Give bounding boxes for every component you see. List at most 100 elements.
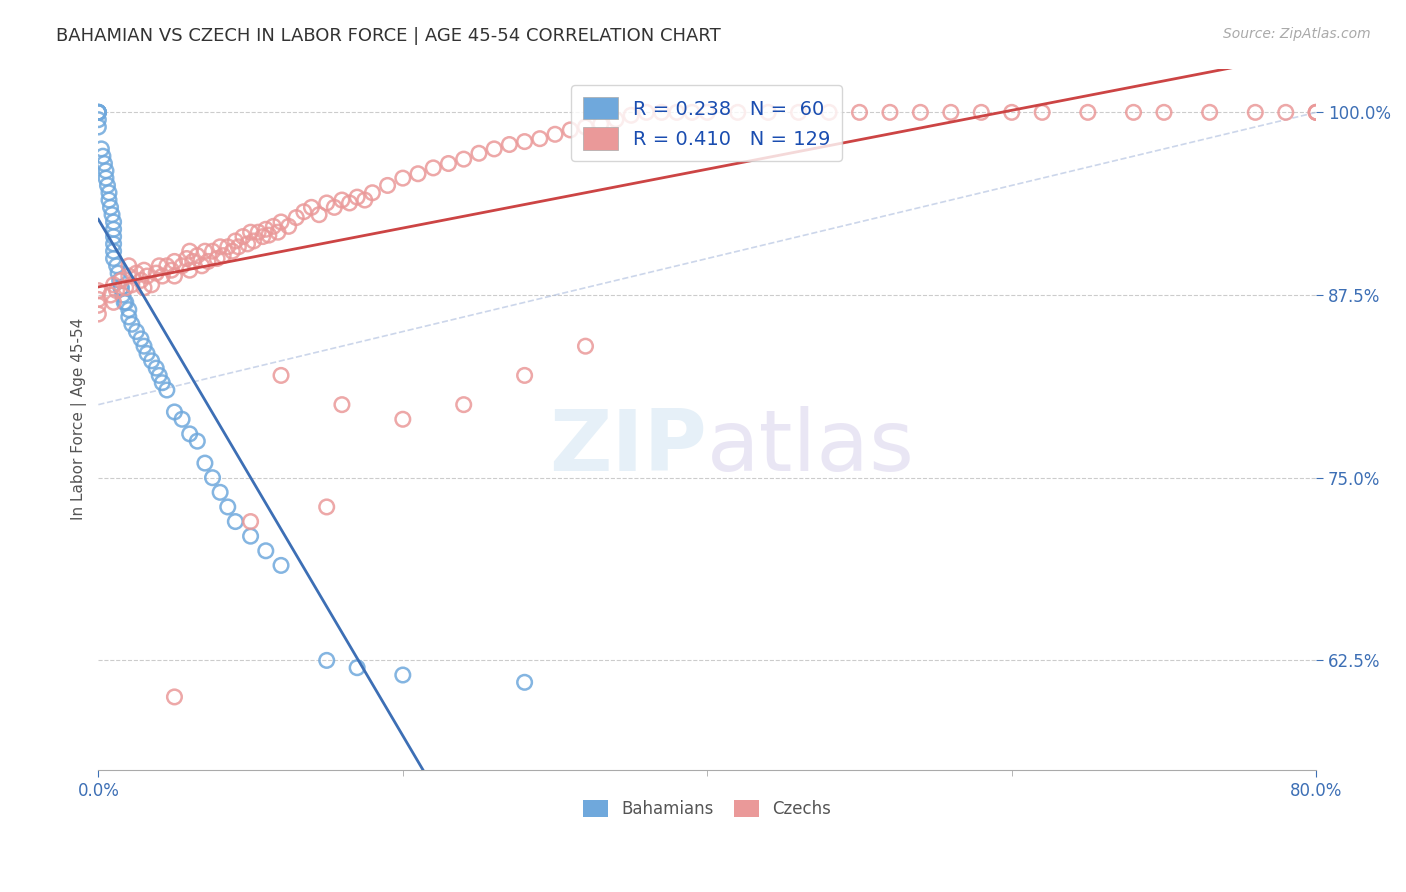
Point <box>87 284 110 298</box>
Y-axis label: In Labor Force | Age 45-54: In Labor Force | Age 45-54 <box>72 318 87 520</box>
Point <box>254 543 277 558</box>
Point <box>270 215 292 229</box>
Point <box>110 273 132 287</box>
Point <box>353 193 375 207</box>
Point <box>125 325 148 339</box>
Point <box>87 307 110 321</box>
Point <box>315 500 337 514</box>
Point <box>262 219 284 234</box>
Point <box>346 661 368 675</box>
Point <box>186 434 208 449</box>
Point <box>90 142 112 156</box>
Point <box>513 368 536 383</box>
Point <box>620 108 643 122</box>
Point <box>150 268 173 283</box>
Point <box>239 529 262 543</box>
Point <box>339 196 361 211</box>
Point <box>406 167 429 181</box>
Point <box>107 266 129 280</box>
Point <box>236 236 259 251</box>
Point <box>277 219 299 234</box>
Point <box>330 193 353 207</box>
Point <box>103 222 125 236</box>
Point <box>186 249 208 263</box>
Point <box>141 353 163 368</box>
Point <box>132 263 155 277</box>
Point <box>323 200 346 214</box>
Point <box>132 281 155 295</box>
Point <box>87 120 110 134</box>
Point <box>94 164 117 178</box>
Point <box>574 339 596 353</box>
Point <box>651 105 673 120</box>
Text: atlas: atlas <box>707 406 915 489</box>
Point <box>221 244 243 259</box>
Point <box>191 259 214 273</box>
Point <box>217 240 239 254</box>
Point <box>87 298 110 312</box>
Point <box>574 120 596 134</box>
Point <box>176 252 198 266</box>
Point <box>391 412 413 426</box>
Point <box>970 105 993 120</box>
Point <box>285 211 308 225</box>
Point <box>1305 105 1327 120</box>
Point <box>270 558 292 573</box>
Point <box>453 152 475 166</box>
Point <box>217 500 239 514</box>
Point <box>681 105 703 120</box>
Point <box>453 398 475 412</box>
Point <box>330 398 353 412</box>
Point <box>212 249 235 263</box>
Point <box>136 346 159 360</box>
Point <box>100 200 122 214</box>
Point <box>87 105 110 120</box>
Point <box>257 228 280 243</box>
Point <box>103 252 125 266</box>
Point <box>939 105 962 120</box>
Point <box>101 208 124 222</box>
Point <box>103 215 125 229</box>
Point <box>209 485 232 500</box>
Point <box>1244 105 1267 120</box>
Point <box>160 263 183 277</box>
Text: BAHAMIAN VS CZECH IN LABOR FORCE | AGE 45-54 CORRELATION CHART: BAHAMIAN VS CZECH IN LABOR FORCE | AGE 4… <box>56 27 721 45</box>
Point <box>94 171 117 186</box>
Point <box>1153 105 1175 120</box>
Point <box>105 284 128 298</box>
Point <box>156 259 179 273</box>
Point <box>247 225 270 239</box>
Point <box>391 668 413 682</box>
Point <box>1274 105 1296 120</box>
Point <box>787 105 810 120</box>
Point <box>110 281 132 295</box>
Point <box>118 268 141 283</box>
Point <box>163 690 186 704</box>
Point <box>141 277 163 292</box>
Point <box>301 200 323 214</box>
Text: Source: ZipAtlas.com: Source: ZipAtlas.com <box>1223 27 1371 41</box>
Point <box>145 266 167 280</box>
Legend: Bahamians, Czechs: Bahamians, Czechs <box>576 793 838 825</box>
Point <box>136 268 159 283</box>
Point <box>118 310 141 324</box>
Point <box>605 112 627 127</box>
Point <box>197 254 219 268</box>
Point <box>118 259 141 273</box>
Point <box>422 161 444 175</box>
Point <box>163 268 186 283</box>
Point <box>292 204 315 219</box>
Point <box>665 105 688 120</box>
Point <box>228 240 250 254</box>
Point <box>93 156 115 170</box>
Point <box>145 361 167 376</box>
Point <box>589 117 612 131</box>
Point <box>125 266 148 280</box>
Point <box>636 105 658 120</box>
Point <box>529 131 551 145</box>
Point <box>118 302 141 317</box>
Point <box>468 146 491 161</box>
Point <box>239 515 262 529</box>
Point <box>103 236 125 251</box>
Point <box>1305 105 1327 120</box>
